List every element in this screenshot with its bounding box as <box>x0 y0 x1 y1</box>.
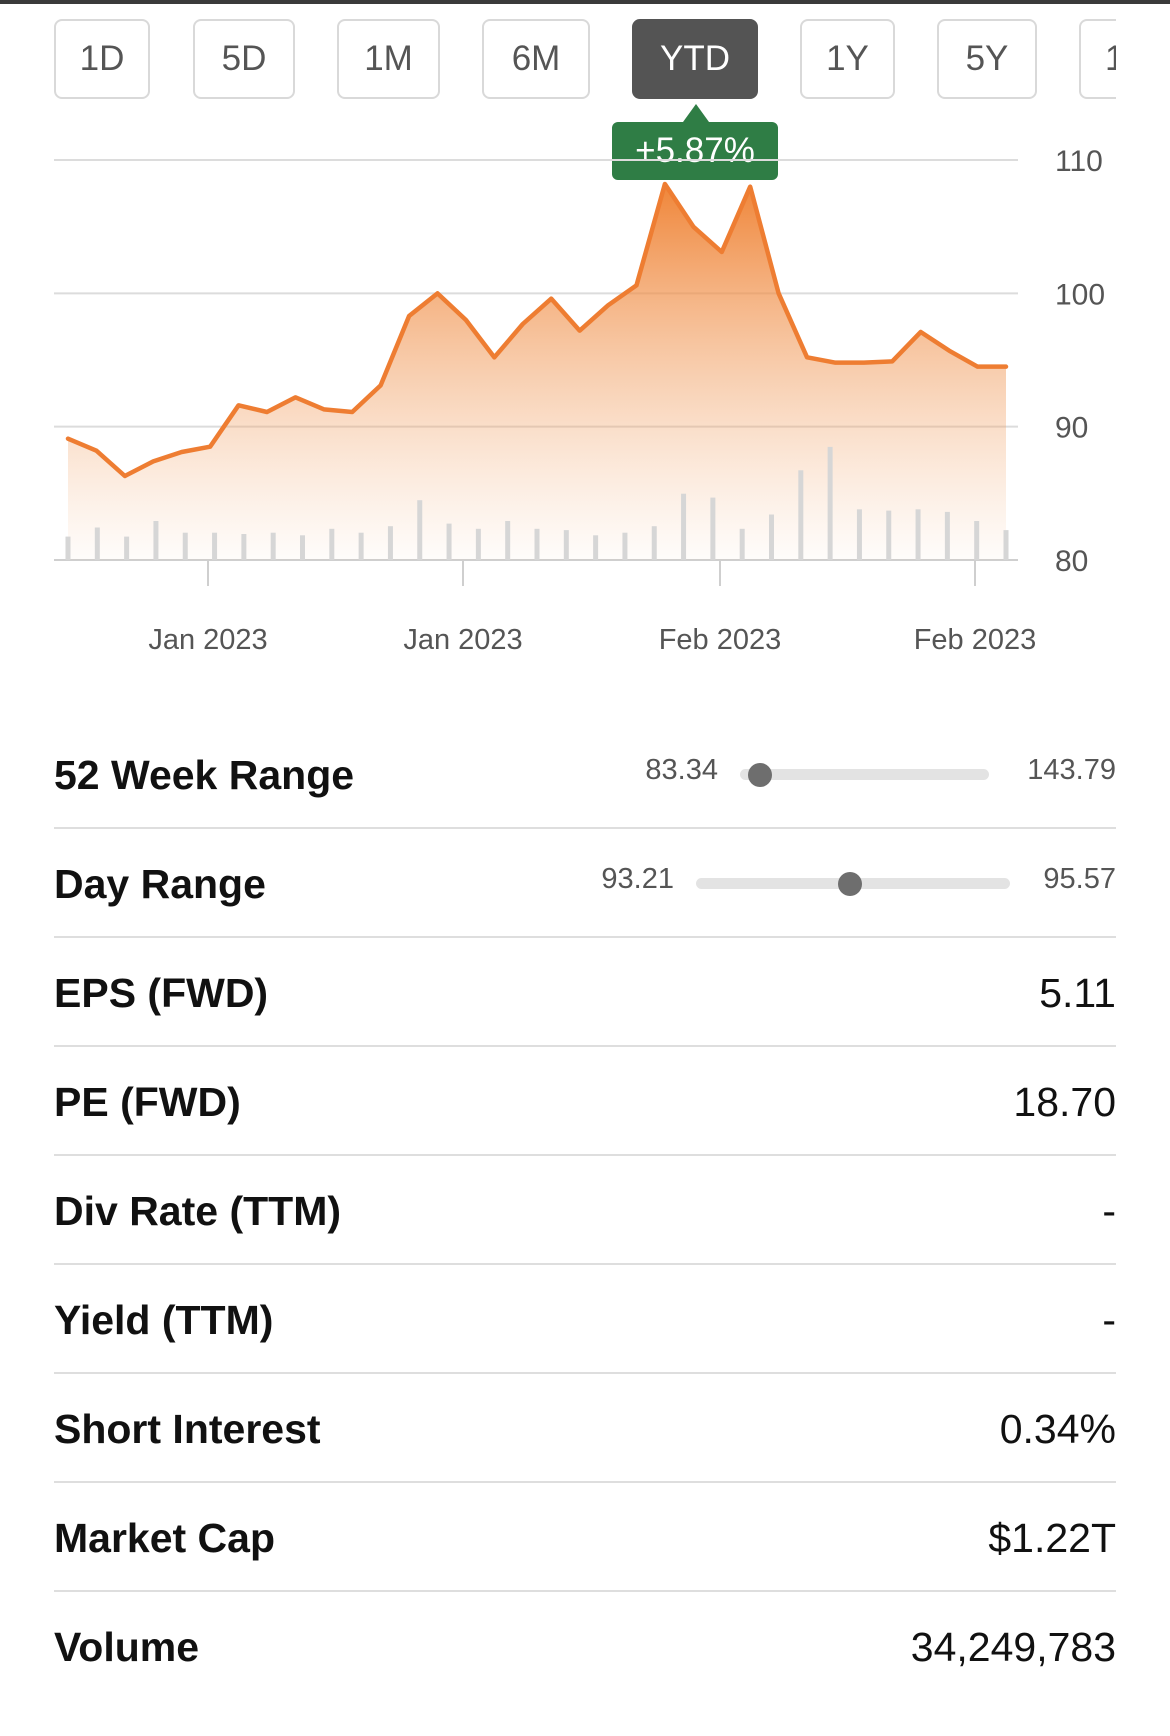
volume-bar <box>212 532 218 560</box>
tab-1y[interactable]: 1Y <box>800 19 895 99</box>
volume-bar <box>856 509 862 560</box>
stat-row-52-week-range: 52 Week Range 83.34 143.79 <box>54 720 1116 829</box>
range-knob <box>747 763 772 787</box>
volume-bar <box>944 511 950 560</box>
top-edge-bar <box>0 0 1170 4</box>
volume-bar <box>65 536 71 560</box>
tab-1d[interactable]: 1D <box>54 19 150 99</box>
range-high-value: 143.79 <box>1027 754 1116 786</box>
price-line <box>65 181 1009 479</box>
price-area <box>68 184 1006 560</box>
stat-row-eps-fwd: EPS (FWD) 5.11 <box>54 938 1116 1047</box>
y-tick-label: 110 <box>1055 145 1103 178</box>
stat-value: 34,249,783 <box>910 1624 1116 1670</box>
volume-bar <box>593 535 599 560</box>
tab-ytd[interactable]: YTD <box>632 19 758 99</box>
stat-label: 52 Week Range <box>54 752 355 798</box>
volume-bar <box>387 526 393 560</box>
volume-bar <box>974 521 980 560</box>
range-high-value: 95.57 <box>1043 863 1116 895</box>
volume-bar <box>270 532 276 560</box>
volume-bar <box>915 509 921 560</box>
price-chart[interactable]: 110 100 90 80 Jan 2023 Jan 2023 Feb 2023 Feb 2… <box>0 110 1170 670</box>
stat-row-day-range: Day Range 93.21 95.57 <box>54 829 1116 938</box>
volume-bar <box>153 521 159 560</box>
tab-5d[interactable]: 5D <box>193 19 295 99</box>
volume-bar <box>827 446 833 560</box>
y-tick-label: 100 <box>1055 278 1105 311</box>
range-track <box>740 769 989 780</box>
volume-bar <box>622 532 628 560</box>
volume-bar <box>300 535 305 560</box>
volume-bar <box>563 530 569 560</box>
tab-more[interactable]: 1 <box>1079 19 1116 99</box>
range-low-value: 83.34 <box>645 754 718 786</box>
volume-bar <box>681 493 687 560</box>
stat-label: PE (FWD) <box>54 1079 241 1125</box>
x-axis-ticks: Jan 2023 Jan 2023 Feb 2023 Feb 2023 <box>148 560 1036 656</box>
x-tick-label: Feb 2023 <box>914 624 1037 656</box>
volume-bar <box>769 514 774 560</box>
stat-value: - <box>1102 1297 1116 1343</box>
stat-row-short-interest: Short Interest 0.34% <box>54 1374 1116 1483</box>
stat-row-volume: Volume 34,249,783 <box>54 1592 1116 1701</box>
volume-bar <box>417 500 423 560</box>
volume-bar <box>651 526 657 560</box>
stat-label: Day Range <box>54 861 266 907</box>
tab-6m[interactable]: 6M <box>482 19 590 99</box>
volume-bars <box>65 446 1009 560</box>
stat-value: 18.70 <box>1013 1079 1116 1125</box>
volume-bar <box>446 523 452 560</box>
price-line-layer <box>65 181 1009 479</box>
volume-bar <box>241 534 247 560</box>
range-knob <box>837 872 862 896</box>
stat-row-market-cap: Market Cap $1.22T <box>54 1483 1116 1592</box>
period-tabs: 1D 5D 1M 6M YTD 1Y 5Y 1 <box>0 19 1116 103</box>
x-tick-label: Jan 2023 <box>403 624 522 656</box>
volume-bar <box>329 528 335 560</box>
change-badge: +5.87% <box>612 122 778 180</box>
stat-value: $1.22T <box>988 1515 1116 1561</box>
volume-bar <box>798 470 804 560</box>
volume-bar <box>358 532 364 560</box>
x-tick-label: Jan 2023 <box>148 624 267 656</box>
chart-area <box>68 184 1006 560</box>
volume-bar <box>710 497 716 560</box>
volume-bar <box>475 528 481 560</box>
volume-bar <box>124 536 130 560</box>
tab-1m[interactable]: 1M <box>337 19 440 99</box>
stat-label: EPS (FWD) <box>54 970 269 1016</box>
stat-value: - <box>1102 1188 1116 1234</box>
stat-label: Yield (TTM) <box>54 1297 274 1343</box>
volume-bar <box>739 528 745 560</box>
stat-value: 5.11 <box>1039 970 1116 1016</box>
stat-label: Short Interest <box>54 1406 321 1452</box>
stat-row-div-rate: Div Rate (TTM) - <box>54 1156 1116 1265</box>
stat-row-pe-fwd: PE (FWD) 18.70 <box>54 1047 1116 1156</box>
stat-value: 0.34% <box>999 1406 1116 1452</box>
y-tick-label: 80 <box>1055 545 1088 578</box>
volume-bar <box>94 527 100 560</box>
volume-bar <box>886 510 892 560</box>
y-tick-label: 90 <box>1055 412 1088 445</box>
stat-row-yield: Yield (TTM) - <box>54 1265 1116 1374</box>
volume-bar <box>505 521 511 560</box>
range-low-value: 93.21 <box>601 863 674 895</box>
volume-bar <box>534 528 540 560</box>
tab-5y[interactable]: 5Y <box>937 19 1037 99</box>
volume-bar <box>1003 530 1009 560</box>
stat-label: Market Cap <box>54 1515 276 1561</box>
stat-label: Volume <box>54 1624 200 1670</box>
x-tick-label: Feb 2023 <box>659 624 782 656</box>
change-badge-pointer <box>683 104 709 122</box>
volume-bar <box>182 532 188 560</box>
key-stats-list: 52 Week Range 83.34 143.79 Day Range 93.… <box>54 720 1116 1701</box>
y-axis-ticks: 110 100 90 80 <box>1055 145 1105 578</box>
stat-label: Div Rate (TTM) <box>54 1188 341 1234</box>
